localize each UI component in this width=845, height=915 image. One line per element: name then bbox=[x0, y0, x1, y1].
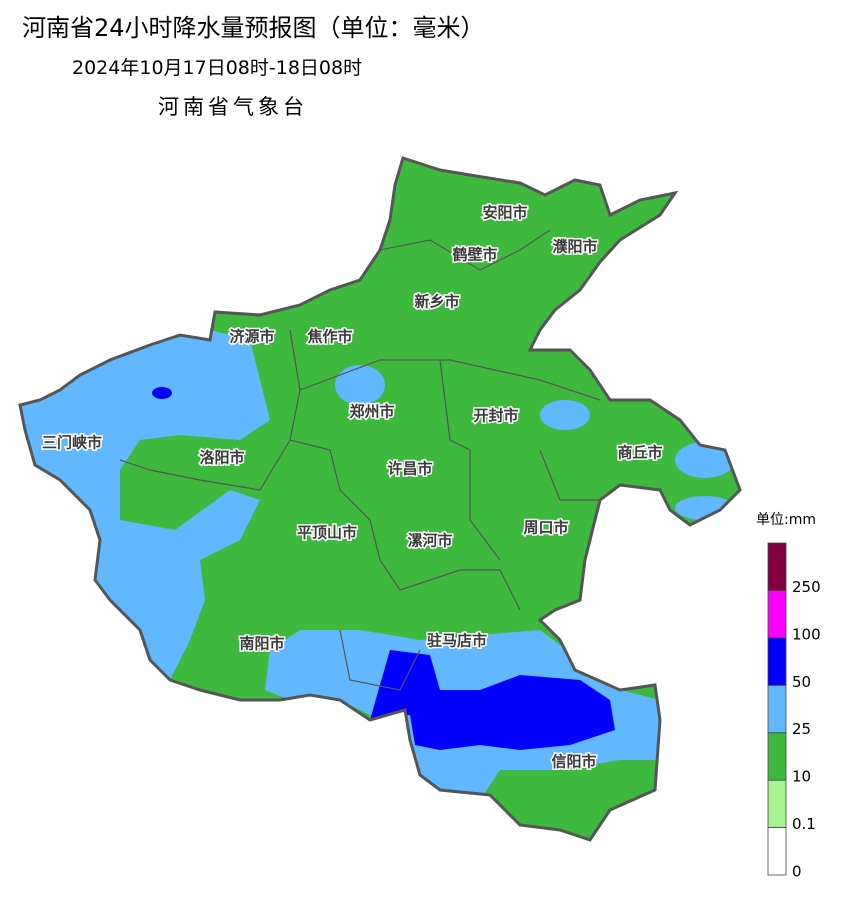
border bbox=[339, 629, 421, 691]
field-50-100 bbox=[370, 650, 615, 750]
city-label: 商丘市 bbox=[617, 444, 662, 462]
border bbox=[379, 229, 551, 271]
border bbox=[119, 439, 291, 491]
city-borders bbox=[119, 229, 601, 691]
border bbox=[539, 449, 600, 501]
legend-title: 单位:mm bbox=[756, 512, 816, 528]
legend-swatch bbox=[767, 684, 787, 734]
legend-label: 250 bbox=[792, 578, 821, 596]
city-label: 驻马店市 bbox=[427, 632, 487, 650]
title: 河南省24小时降水量预报图（单位：毫米） bbox=[22, 14, 485, 42]
city-label: 平顶山市 bbox=[297, 524, 357, 542]
city-label: 新乡市 bbox=[414, 293, 459, 311]
city-label: 郑州市 bbox=[349, 403, 394, 421]
legend-swatch bbox=[767, 827, 787, 876]
legend-swatch bbox=[767, 637, 787, 686]
field-25-50 bbox=[540, 400, 590, 430]
city-label: 信阳市 bbox=[551, 753, 596, 771]
city-label: 鹤壁市 bbox=[452, 246, 497, 264]
field-50-100 bbox=[152, 387, 172, 399]
legend-label: 50 bbox=[792, 673, 811, 691]
city-label: 许昌市 bbox=[387, 460, 432, 478]
legend-swatch bbox=[767, 779, 787, 828]
legend-label: 0 bbox=[792, 863, 802, 881]
border bbox=[439, 359, 501, 561]
field-25-50 bbox=[675, 442, 735, 478]
legend-label: 100 bbox=[792, 625, 821, 643]
legend-label: 10 bbox=[792, 768, 811, 786]
city-label: 焦作市 bbox=[306, 328, 352, 346]
issuer: 河南省气象台 bbox=[158, 95, 308, 119]
city-label: 开封市 bbox=[473, 407, 518, 425]
city-label: 三门峡市 bbox=[42, 434, 102, 452]
period: 2024年10月17日08时-18日08时 bbox=[72, 57, 362, 79]
city-label: 周口市 bbox=[523, 519, 568, 537]
city-label: 洛阳市 bbox=[199, 449, 244, 467]
legend-label: 25 bbox=[792, 720, 811, 738]
city-label: 南阳市 bbox=[239, 635, 284, 653]
border bbox=[289, 329, 521, 611]
legend-swatch bbox=[767, 732, 787, 781]
city-label: 漯河市 bbox=[407, 532, 452, 550]
city-label: 安阳市 bbox=[482, 204, 527, 222]
legend-swatch bbox=[767, 542, 787, 591]
border bbox=[299, 359, 601, 401]
legend-swatch bbox=[767, 590, 787, 639]
field-25-50 bbox=[335, 365, 385, 405]
city-label: 济源市 bbox=[229, 328, 274, 346]
legend: 0 0.1 10 25 50 100 250 bbox=[767, 542, 821, 881]
city-label: 濮阳市 bbox=[552, 238, 597, 256]
legend-label: 0.1 bbox=[792, 815, 816, 833]
